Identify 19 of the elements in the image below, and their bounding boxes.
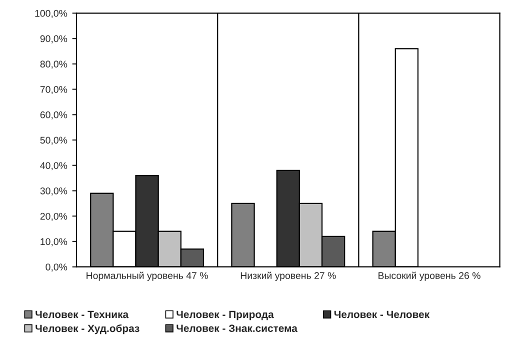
y-tick-label: 100,0%: [35, 10, 68, 18]
legend-label: Человек - Техника: [36, 310, 129, 318]
y-tick-label: 90,0%: [40, 35, 68, 44]
x-tick-label: Нормальный уровень 47 %: [86, 272, 208, 281]
x-tick-label: Низкий уровень 27 %: [240, 272, 336, 281]
legend-label: Человек - Человек: [334, 310, 430, 318]
legend-label: Человек - Худ.образ: [36, 324, 140, 334]
y-tick-label: 60,0%: [40, 111, 68, 120]
y-tick-label: 70,0%: [40, 86, 68, 94]
x-tick-label: Высокий уровень 26 %: [378, 272, 480, 281]
y-tick-label: 20,0%: [40, 212, 68, 221]
legend-label: Человек - Знак.система: [176, 324, 298, 332]
y-tick-label: 80,0%: [40, 60, 68, 69]
y-tick-label: 0,0%: [46, 264, 68, 272]
y-tick-label: 30,0%: [40, 187, 68, 196]
legend-label: Человек - Природа: [176, 310, 274, 320]
y-tick-label: 40,0%: [40, 162, 68, 170]
y-tick-label: 50,0%: [40, 136, 68, 145]
y-tick-label: 10,0%: [40, 238, 68, 246]
